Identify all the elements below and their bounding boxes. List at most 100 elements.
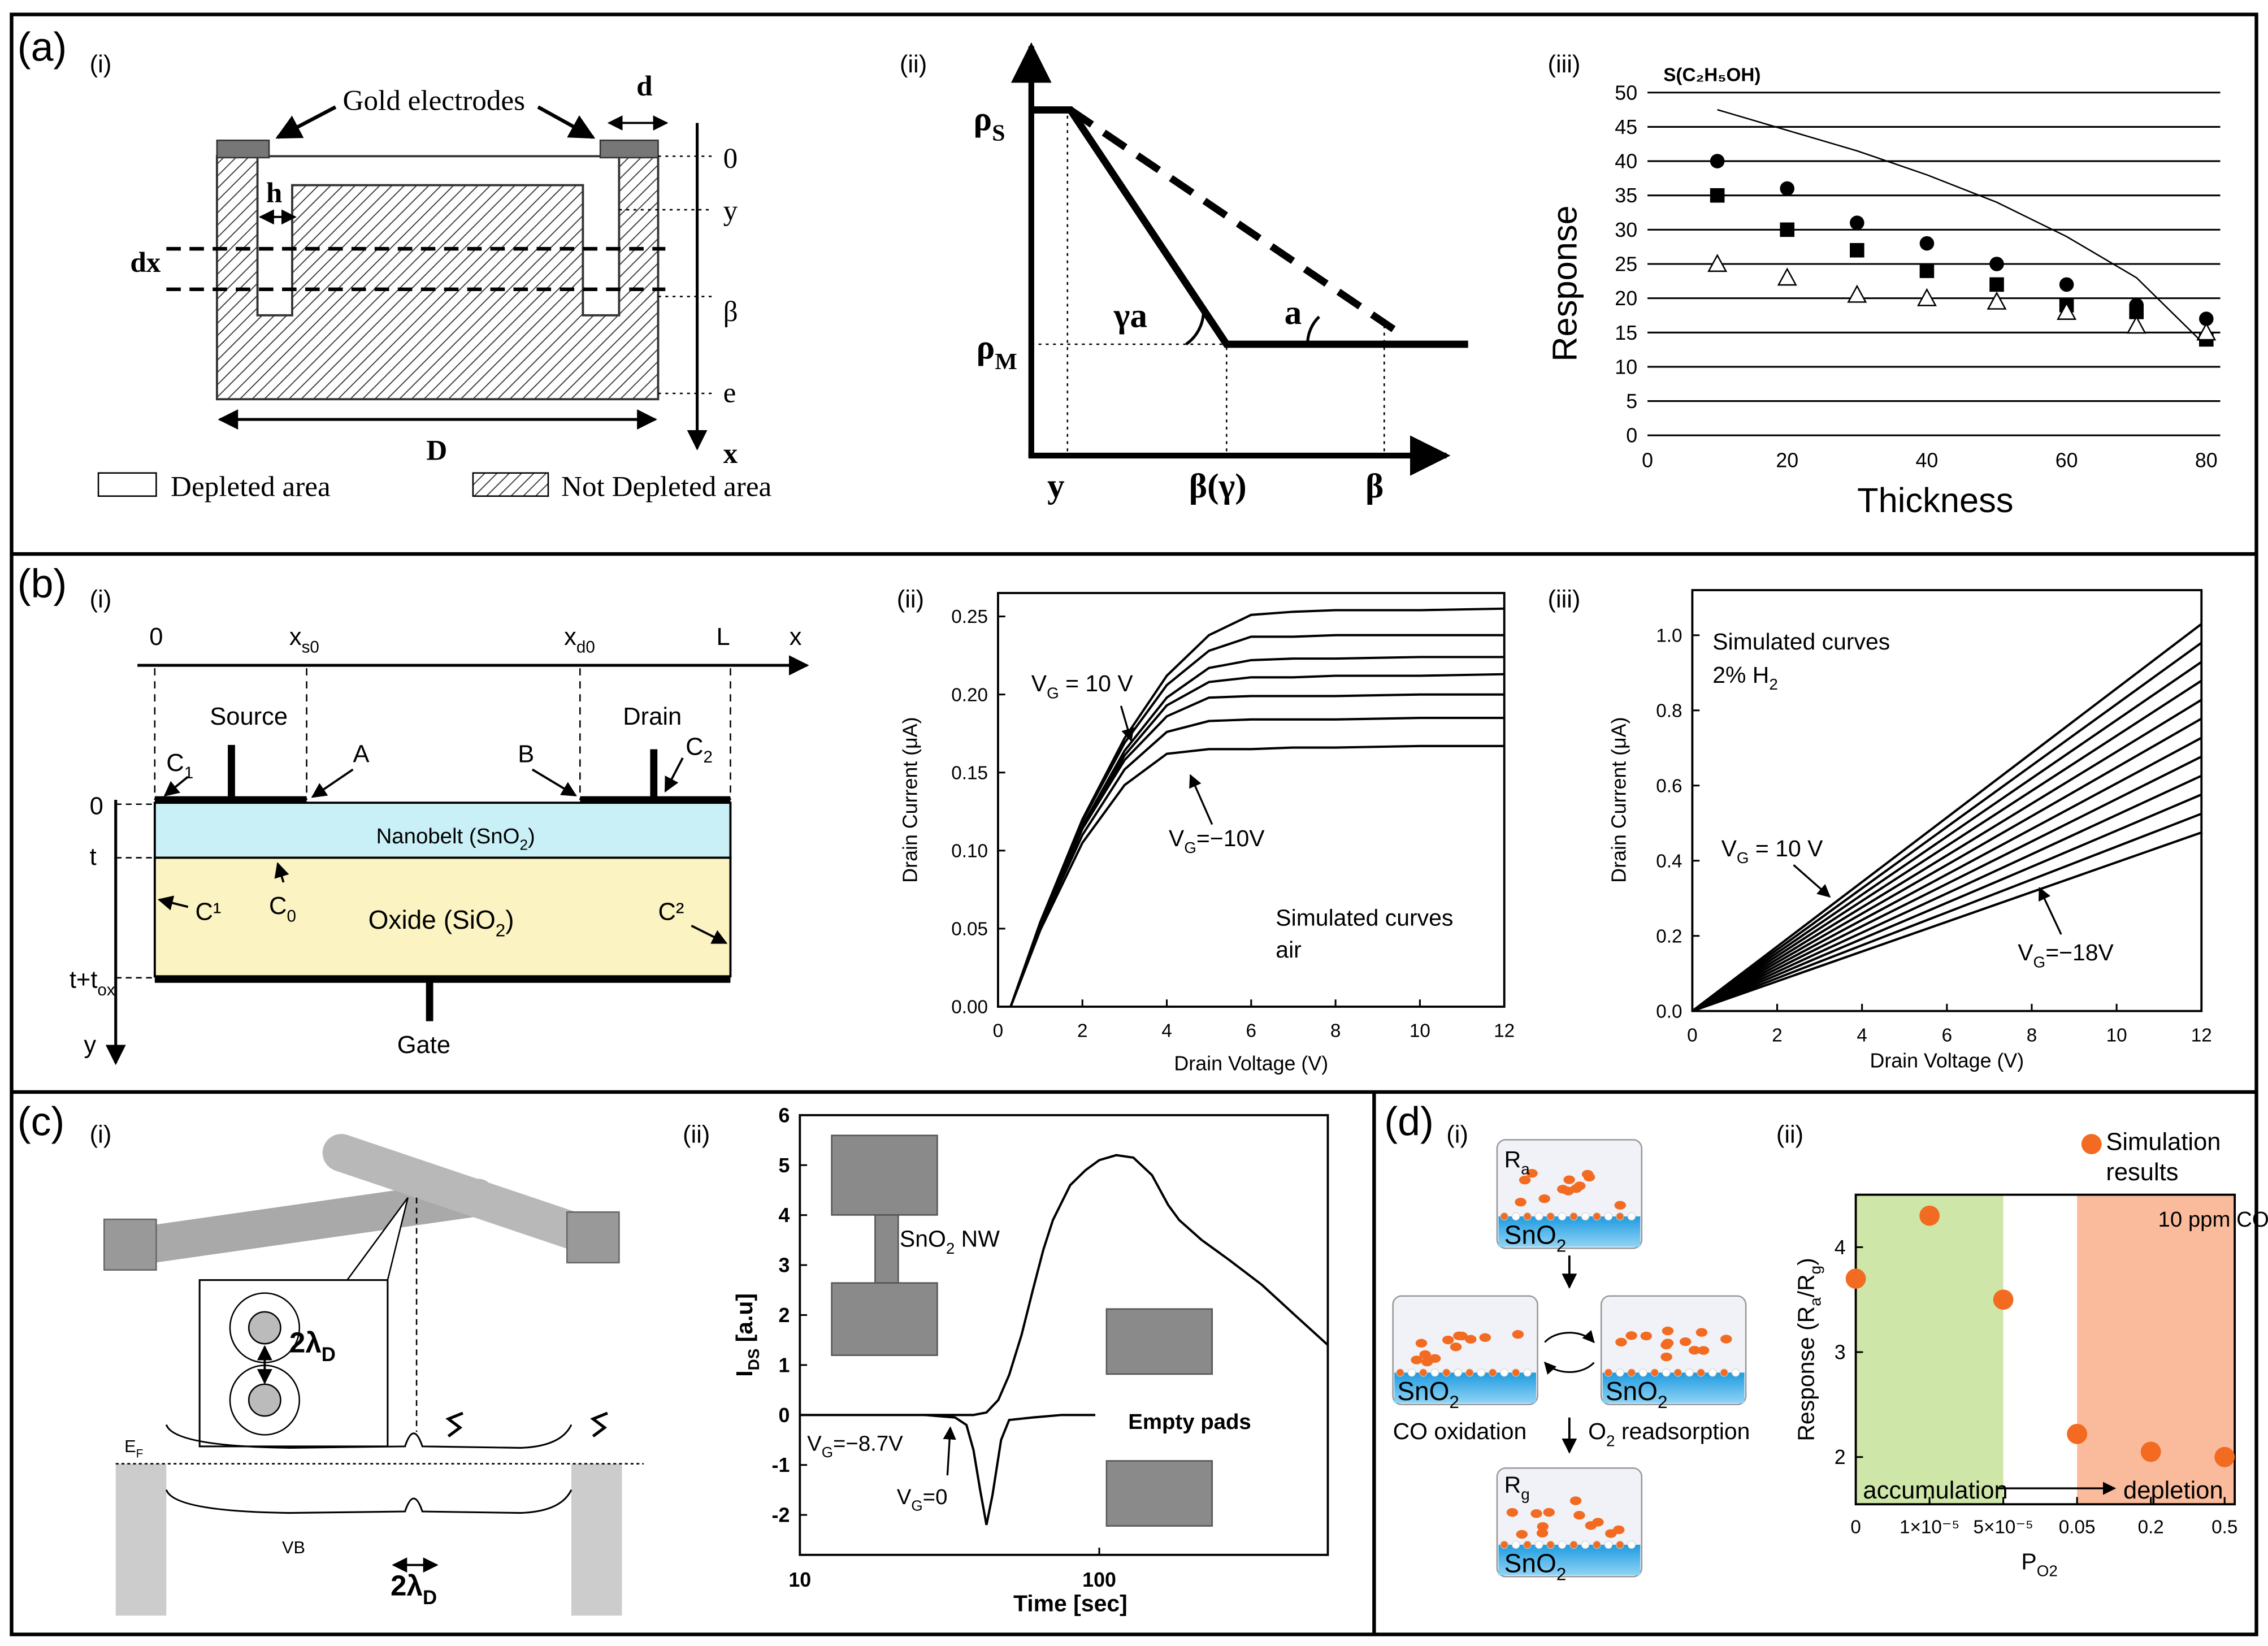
y-tick-label: 35 [1615,184,1637,207]
conduction-band [165,1424,573,1449]
panel-sublabel: (ii) [683,1121,710,1149]
diagram-label: O2 readsorption [1588,1418,1750,1449]
annotation-part: = 10 V [1059,670,1134,696]
surface-site [1627,1540,1636,1549]
contact-pad [103,1218,157,1271]
data-line [1692,755,2202,1012]
annotation-part: G [1047,684,1059,701]
y-tick-label: 1 [778,1354,790,1376]
diagram-label-part: M [995,349,1017,375]
surface-site [1627,1368,1636,1377]
x-tick-label: 100 [1082,1569,1116,1591]
annotation-part: V [1031,670,1047,696]
diagram-label-part: ) [505,905,514,934]
annotation: VG=0 [897,1485,948,1514]
surface-site [1604,1368,1613,1377]
wire-core [248,1311,281,1345]
surface-site [1546,1540,1555,1549]
point [2214,1446,2235,1467]
diagram-label: y [1047,467,1065,505]
y-tick-label: 3 [1835,1341,1846,1364]
gas-molecule [1538,1194,1550,1203]
data-line [1009,717,1504,1007]
surface-site [1477,1368,1485,1377]
annotation-part: SnO [900,1226,946,1252]
diagram-label: SnO2 [1504,1549,1567,1584]
surface-site [1673,1368,1682,1377]
point [2199,311,2214,326]
diagram-label-part: 2 [1606,1432,1615,1449]
data-line [1692,679,2202,1012]
annotation-part: = 10 V [1749,835,1824,861]
diagram-label-part: SnO [1397,1376,1449,1406]
data-line [1692,717,2202,1012]
sno2-layer [1498,1216,1641,1247]
arrow [275,105,337,139]
diagram-label-part: x [289,623,302,651]
y-tick-label: 0.00 [951,997,988,1018]
profile-solid [1031,106,1468,348]
data-line [923,1414,1096,1526]
surface-site [1720,1368,1728,1377]
panel-label: (b) [18,561,67,607]
diagram-label: Source [210,703,288,730]
point [1850,242,1864,258]
arrow [537,105,596,139]
chart-title: S(C₂H₅OH) [1663,64,1760,85]
point [1989,257,2004,271]
y-tick-label: 0.20 [951,685,988,705]
diagram-label-part: ox [97,981,115,999]
diagram-label-part: 0 [287,907,296,925]
diagram-label-part: Oxide (SiO [368,905,496,934]
diagram-label: xs0 [289,623,319,656]
diagram-label-part: 2 [519,836,528,853]
arrow [1793,864,1831,898]
gas-molecule [1530,1509,1542,1518]
diagram-label: D [426,435,447,467]
device-pad [874,1214,899,1284]
gas-molecule [1506,1508,1519,1517]
annotation: VG = 10 V [1721,835,1824,867]
diagram-label: t [90,843,97,870]
y-tick-label: 0.6 [1656,776,1682,796]
gold-electrode [599,139,659,159]
annotation: VG = 10 V [1031,670,1134,701]
surface-site [1569,1540,1578,1549]
x-tick-label: 12 [2191,1025,2212,1046]
sno2-layer [1602,1372,1745,1404]
diagram-label-part: D [322,1344,336,1366]
surface-site [1569,1212,1578,1221]
y-tick-label: 20 [1615,287,1637,310]
diagram-label: L [717,623,730,651]
surface-site [1604,1540,1613,1549]
gas-molecule [1415,1339,1428,1348]
y-tick-label: 5 [778,1154,790,1177]
gas-molecule [1563,1175,1575,1184]
y-tick-label: 0.8 [1656,700,1682,721]
diagram-label-part: g [1521,1485,1529,1503]
nanobelt-layer [153,802,732,859]
x-axis-label: Drain Voltage (V) [1174,1052,1328,1075]
y-tick-label: 45 [1615,116,1637,138]
annotation-part: =−10V [1196,825,1265,851]
gas-molecule [1450,1342,1462,1352]
surface-site [1616,1540,1624,1549]
gas-molecule [1512,1329,1524,1339]
diagram-label: x [790,623,802,651]
surface-site [1407,1368,1416,1377]
y-tick-label: 4 [778,1204,790,1227]
point [1919,263,1935,278]
x-tick-label: 60 [2055,449,2078,472]
surface-site [1500,1540,1508,1549]
diagram-label-part: 2 [704,748,713,766]
panel-label: (d) [1384,1099,1434,1145]
angle-arc [1306,315,1320,345]
diagram-label-part: Nanobelt (SnO [376,824,520,848]
x-tick-label: 0 [993,1021,1004,1042]
gas-molecule [1625,1331,1637,1340]
x-tick-label: 2 [1772,1025,1783,1046]
diagram-label: β(γ) [1189,467,1247,505]
diagram-label: t+tox [70,967,115,999]
x-tick-label: 0.05 [2059,1517,2096,1537]
gas-molecule [1720,1335,1732,1344]
